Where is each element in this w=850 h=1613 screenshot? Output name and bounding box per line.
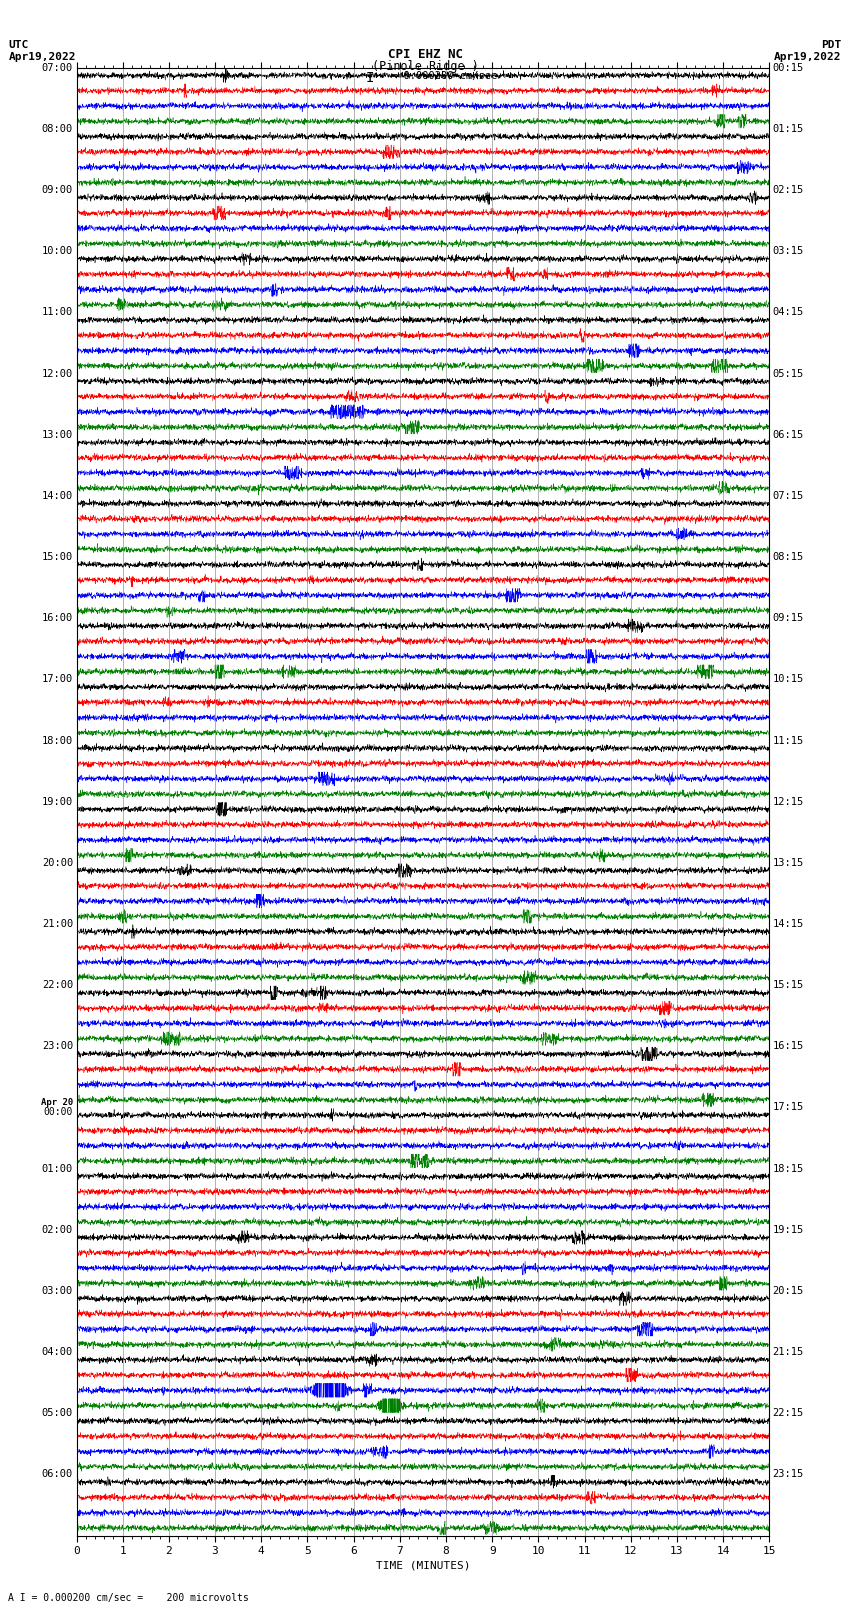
Text: 14:15: 14:15: [773, 919, 804, 929]
Text: 02:15: 02:15: [773, 185, 804, 195]
Text: 12:15: 12:15: [773, 797, 804, 806]
Text: 21:00: 21:00: [42, 919, 73, 929]
Text: 09:00: 09:00: [42, 185, 73, 195]
Text: Apr 20: Apr 20: [41, 1098, 73, 1108]
Text: (Pinole Ridge ): (Pinole Ridge ): [371, 60, 479, 73]
Text: 07:15: 07:15: [773, 490, 804, 502]
Text: 23:00: 23:00: [42, 1042, 73, 1052]
Text: 17:15: 17:15: [773, 1102, 804, 1113]
Text: 06:15: 06:15: [773, 429, 804, 440]
Text: 19:15: 19:15: [773, 1224, 804, 1236]
Text: 01:00: 01:00: [42, 1163, 73, 1174]
Text: 00:00: 00:00: [43, 1108, 73, 1118]
Text: Apr19,2022: Apr19,2022: [774, 52, 842, 61]
Text: 18:00: 18:00: [42, 736, 73, 745]
Text: PDT: PDT: [821, 40, 842, 50]
Text: CPI EHZ NC: CPI EHZ NC: [388, 48, 462, 61]
Text: 19:00: 19:00: [42, 797, 73, 806]
Text: 10:15: 10:15: [773, 674, 804, 684]
Text: 12:00: 12:00: [42, 368, 73, 379]
Text: 16:15: 16:15: [773, 1042, 804, 1052]
Text: 20:15: 20:15: [773, 1286, 804, 1295]
Text: 14:00: 14:00: [42, 490, 73, 502]
Text: 13:15: 13:15: [773, 858, 804, 868]
Text: 07:00: 07:00: [42, 63, 73, 73]
Text: 17:00: 17:00: [42, 674, 73, 684]
Text: 15:00: 15:00: [42, 552, 73, 561]
Text: 20:00: 20:00: [42, 858, 73, 868]
X-axis label: TIME (MINUTES): TIME (MINUTES): [376, 1560, 470, 1569]
Text: 11:15: 11:15: [773, 736, 804, 745]
Text: 08:15: 08:15: [773, 552, 804, 561]
Text: 08:00: 08:00: [42, 124, 73, 134]
Text: 22:00: 22:00: [42, 981, 73, 990]
Text: 22:15: 22:15: [773, 1408, 804, 1418]
Text: 01:15: 01:15: [773, 124, 804, 134]
Text: UTC: UTC: [8, 40, 29, 50]
Text: 16:00: 16:00: [42, 613, 73, 623]
Text: A I = 0.000200 cm/sec =    200 microvolts: A I = 0.000200 cm/sec = 200 microvolts: [8, 1594, 249, 1603]
Text: 02:00: 02:00: [42, 1224, 73, 1236]
Text: 09:15: 09:15: [773, 613, 804, 623]
Text: 03:00: 03:00: [42, 1286, 73, 1295]
Text: 04:15: 04:15: [773, 308, 804, 318]
Text: Apr19,2022: Apr19,2022: [8, 52, 76, 61]
Text: 15:15: 15:15: [773, 981, 804, 990]
Text: 05:15: 05:15: [773, 368, 804, 379]
Text: 05:00: 05:00: [42, 1408, 73, 1418]
Text: 23:15: 23:15: [773, 1469, 804, 1479]
Text: 04:00: 04:00: [42, 1347, 73, 1357]
Text: 18:15: 18:15: [773, 1163, 804, 1174]
Text: = 0.000200 cm/sec: = 0.000200 cm/sec: [391, 71, 497, 81]
Text: 03:15: 03:15: [773, 247, 804, 256]
Text: 06:00: 06:00: [42, 1469, 73, 1479]
Text: 10:00: 10:00: [42, 247, 73, 256]
Text: I: I: [366, 71, 374, 85]
Text: 21:15: 21:15: [773, 1347, 804, 1357]
Text: 00:15: 00:15: [773, 63, 804, 73]
Text: 11:00: 11:00: [42, 308, 73, 318]
Text: 13:00: 13:00: [42, 429, 73, 440]
